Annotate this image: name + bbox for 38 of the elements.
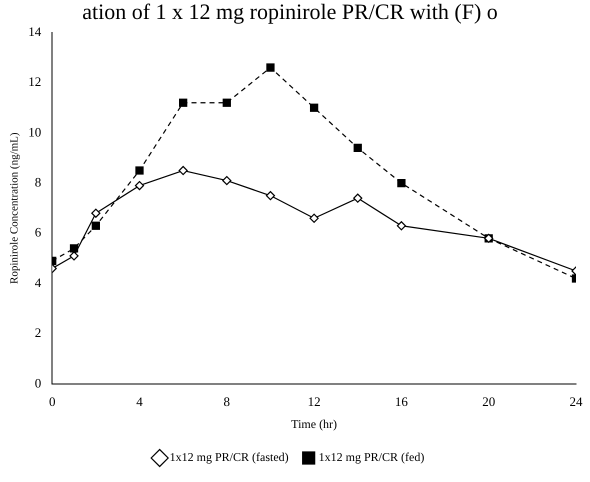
- point: [70, 244, 78, 253]
- y-tick-label: 2: [34, 325, 42, 340]
- point: [134, 180, 144, 190]
- x-tick-label: 20: [482, 394, 496, 410]
- point: [135, 166, 144, 175]
- x-tick-label: 16: [394, 394, 408, 410]
- point: [266, 191, 276, 200]
- y-tick-label: 8: [34, 174, 42, 190]
- point: [353, 194, 362, 203]
- y-tick-label: 0: [34, 375, 42, 390]
- x-tick-label: 12: [308, 394, 321, 410]
- x-axis-title: Time (hr): [291, 416, 338, 431]
- y-tick-label: 6: [34, 224, 42, 240]
- point: [92, 222, 100, 230]
- x-tick-label: 0: [48, 394, 56, 410]
- point: [222, 176, 232, 186]
- point: [310, 214, 319, 223]
- y-tick-label: 10: [28, 124, 42, 140]
- point: [178, 166, 188, 176]
- legend-label: 1x12 mg PR/CR (fasted): [170, 450, 289, 464]
- y-axis-title: Ropinirole Concentration (ng/mL): [8, 132, 20, 284]
- point: [179, 98, 188, 107]
- x-tick-label: 8: [224, 394, 230, 410]
- point: [396, 221, 406, 230]
- point: [266, 63, 275, 72]
- x-tick-label: 4: [136, 394, 144, 410]
- point: [310, 104, 318, 112]
- x-tick-label: 24: [570, 394, 583, 410]
- point: [91, 208, 100, 218]
- y-tick-label: 4: [34, 274, 42, 290]
- point: [222, 98, 231, 107]
- y-tick-label: 14: [28, 24, 42, 39]
- point: [397, 178, 406, 188]
- legend-label: 1x12 mg PR/CR (fed): [318, 450, 424, 464]
- y-tick-label: 12: [28, 74, 42, 90]
- point: [69, 251, 79, 261]
- point: [354, 144, 362, 152]
- chart-title: ation of 1 x 12 mg ropinirole PR/CR with (F) o: [82, 0, 498, 24]
